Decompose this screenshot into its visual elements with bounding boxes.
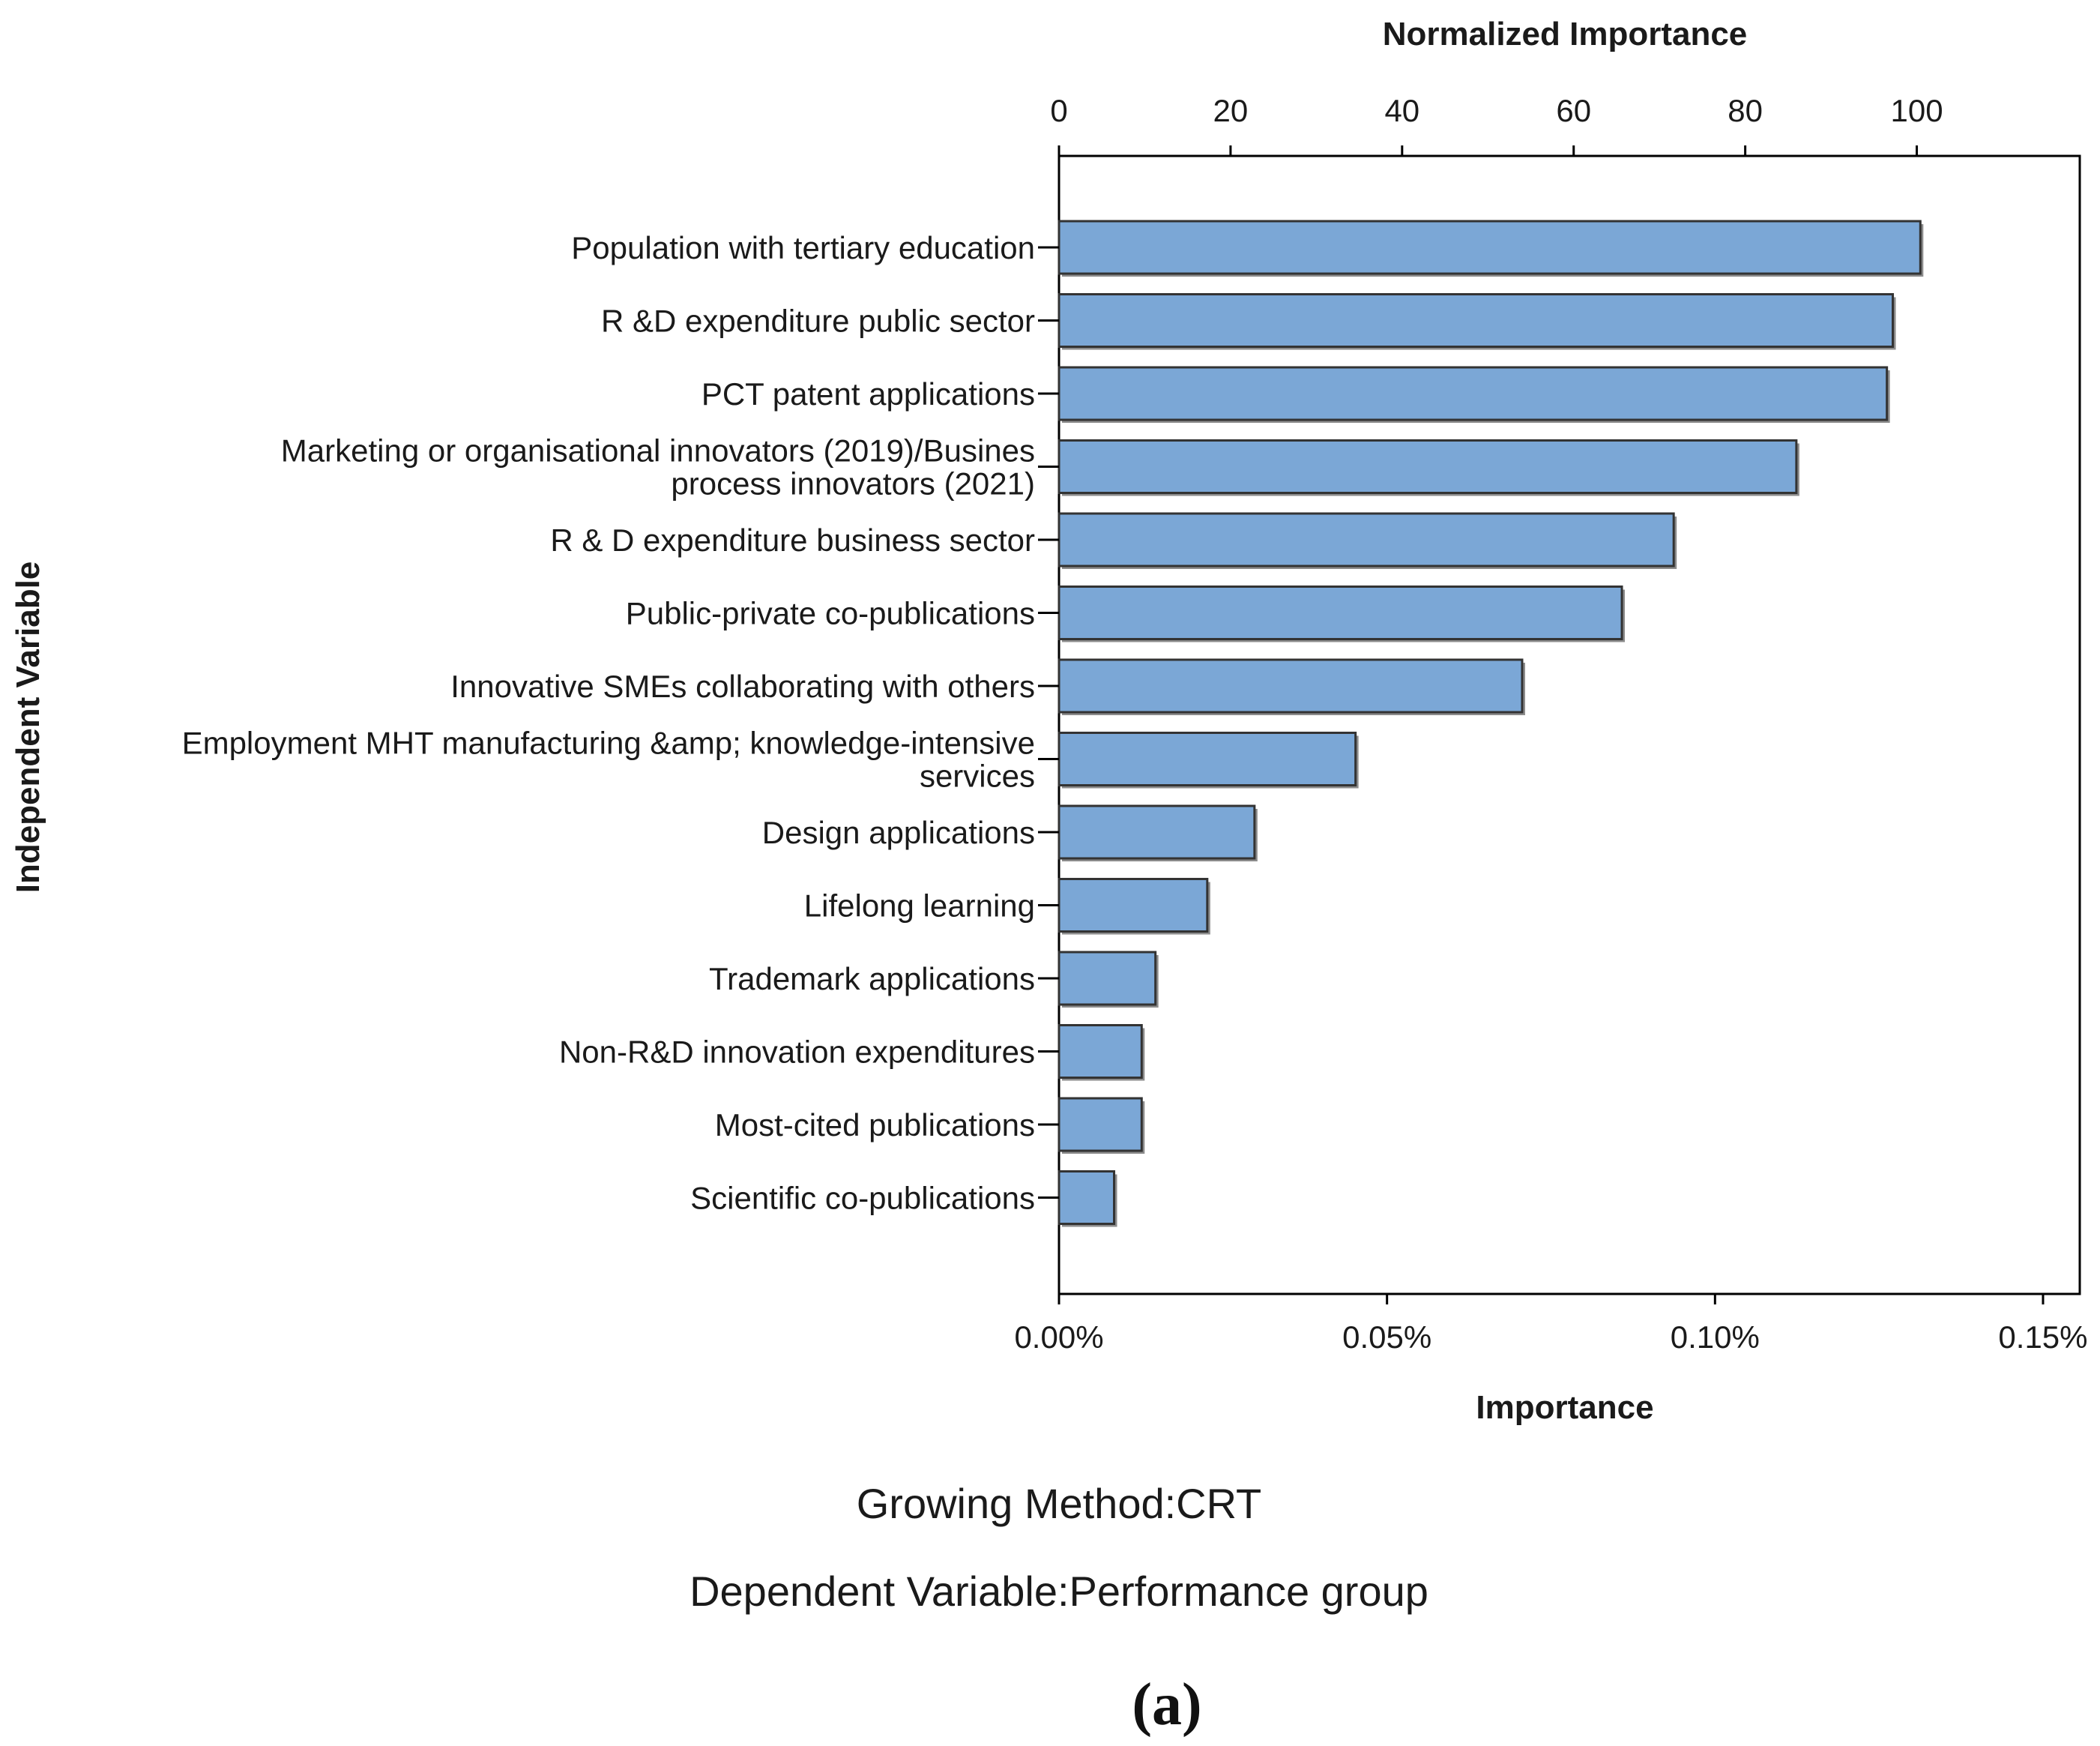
- growing-method-note: Growing Method:CRT: [857, 1480, 1262, 1527]
- category-label: process innovators (2021): [671, 466, 1035, 502]
- category-label: Employment MHT manufacturing &amp; knowl…: [182, 726, 1035, 761]
- category-label: PCT patent applications: [701, 376, 1035, 412]
- bar: [1057, 1024, 1143, 1079]
- bar: [1057, 658, 1524, 714]
- category-label: Marketing or organisational innovators (…: [281, 433, 1035, 469]
- bar: [1057, 1170, 1116, 1225]
- top-tick-label: 80: [1728, 93, 1763, 128]
- bottom-tick-label: 0.15%: [1998, 1319, 2087, 1355]
- category-label: Most-cited publications: [715, 1107, 1035, 1143]
- category-label: R & D expenditure business sector: [550, 523, 1035, 558]
- category-labels: Population with tertiary education R &D e…: [182, 230, 1059, 1216]
- plot-area: [1057, 154, 2081, 1295]
- bottom-tick-label: 0.10%: [1671, 1319, 1760, 1355]
- bottom-axis-title: Importance: [1476, 1389, 1653, 1426]
- bottom-tick-label: 0.05%: [1342, 1319, 1431, 1355]
- top-tick-label: 0: [1050, 93, 1067, 128]
- bars-group: [1057, 220, 1924, 1227]
- category-label: R &D expenditure public sector: [601, 304, 1035, 339]
- category-label: Lifelong learning: [804, 888, 1035, 924]
- figure-caption: (a): [1132, 1672, 1201, 1738]
- category-label: services: [920, 759, 1035, 794]
- bar: [1057, 732, 1357, 786]
- bottom-axis: 0.00% 0.05% 0.10% 0.15%: [1014, 1294, 2088, 1355]
- top-tick-label: 60: [1556, 93, 1591, 128]
- bar: [1057, 220, 1922, 275]
- category-label: Scientific co-publications: [690, 1181, 1035, 1216]
- bar: [1057, 366, 1889, 421]
- category-label: Public-private co-publications: [626, 596, 1035, 631]
- y-axis-title: Independent Variable: [10, 562, 46, 894]
- category-label: Innovative SMEs collaborating with other…: [450, 669, 1035, 704]
- top-tick-label: 20: [1213, 93, 1249, 128]
- top-tick-label: 100: [1890, 93, 1943, 128]
- bar: [1057, 804, 1256, 860]
- bottom-tick-label: 0.00%: [1014, 1319, 1103, 1355]
- bar: [1057, 585, 1623, 640]
- bar: [1057, 951, 1157, 1006]
- dependent-variable-note: Dependent Variable:Performance group: [690, 1568, 1428, 1615]
- top-axis-title: Normalized Importance: [1383, 16, 1748, 52]
- bar: [1057, 439, 1798, 494]
- bar: [1057, 1097, 1143, 1152]
- category-label: Non-R&D innovation expenditures: [559, 1035, 1035, 1070]
- category-label: Trademark applications: [709, 961, 1035, 996]
- category-label: Design applications: [762, 815, 1035, 850]
- category-label: Population with tertiary education: [571, 230, 1035, 265]
- bar: [1057, 293, 1895, 348]
- bar: [1057, 512, 1675, 568]
- bar: [1057, 878, 1209, 933]
- top-tick-label: 40: [1384, 93, 1419, 128]
- top-axis: 0 20 40 60 80 100: [1050, 93, 1943, 156]
